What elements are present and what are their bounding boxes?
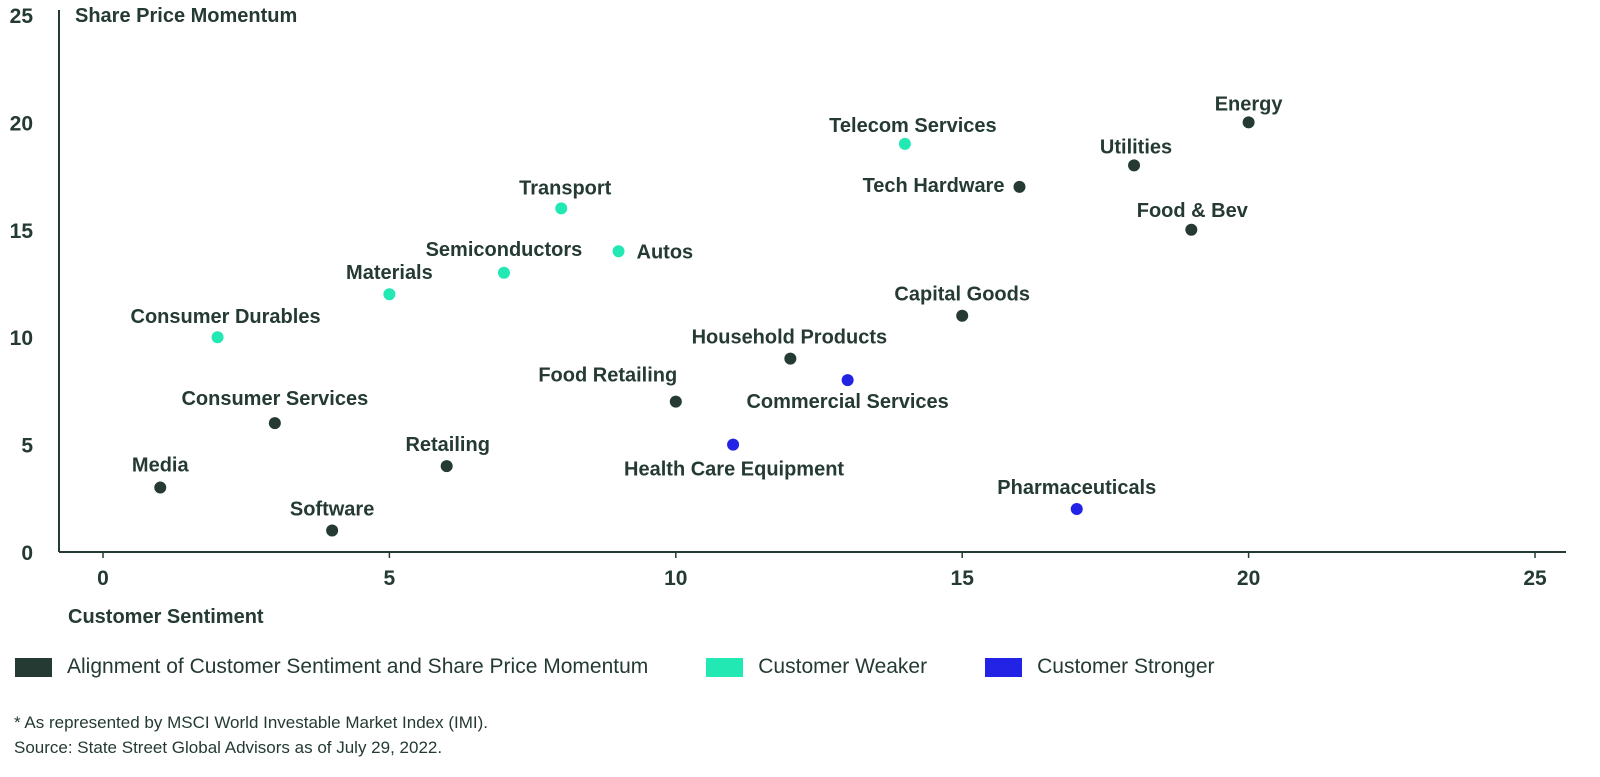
data-point xyxy=(268,417,281,430)
y-tick-label: 0 xyxy=(21,542,33,565)
scatter-chart: Share Price Momentum Customer Sentiment … xyxy=(10,5,1566,628)
point-materials: Materials xyxy=(346,262,433,301)
point-health-care-equipment: Health Care Equipment xyxy=(624,438,844,481)
x-tick-label: 0 xyxy=(97,567,109,590)
legend-swatch-alignment xyxy=(15,657,52,677)
legend-item-alignment: Alignment of Customer Sentiment and Shar… xyxy=(15,655,648,679)
data-point xyxy=(898,137,911,150)
footnote: * As represented by MSCI World Investabl… xyxy=(14,713,488,732)
point-semiconductors: Semiconductors xyxy=(426,239,583,279)
point-label: Autos xyxy=(637,241,694,263)
point-utilities: Utilities xyxy=(1100,136,1172,172)
y-tick-label: 10 xyxy=(10,327,33,350)
data-point xyxy=(440,460,453,473)
legend: Alignment of Customer Sentiment and Shar… xyxy=(15,655,1273,679)
x-tick-label: 15 xyxy=(951,567,975,590)
point-label: Energy xyxy=(1215,93,1284,115)
point-consumer-services: Consumer Services xyxy=(181,388,368,430)
point-label: Consumer Services xyxy=(181,388,368,410)
point-energy: Energy xyxy=(1215,93,1284,129)
x-axis-title: Customer Sentiment xyxy=(68,606,264,628)
point-autos: Autos xyxy=(612,241,694,263)
point-retailing: Retailing xyxy=(405,434,490,473)
data-point xyxy=(956,309,969,322)
point-household-products: Household Products xyxy=(692,327,888,365)
data-point xyxy=(1070,503,1083,516)
point-label: Health Care Equipment xyxy=(624,459,844,481)
legend-label: Alignment of Customer Sentiment and Shar… xyxy=(67,655,649,678)
legend-item-stronger: Customer Stronger xyxy=(985,655,1215,679)
data-point xyxy=(1185,223,1198,236)
data-point xyxy=(326,524,339,537)
data-point xyxy=(784,352,797,365)
point-telecom-services: Telecom Services xyxy=(829,115,997,150)
data-point xyxy=(841,374,854,387)
notes: * As represented by MSCI World Investabl… xyxy=(14,710,488,760)
point-consumer-durables: Consumer Durables xyxy=(131,306,321,344)
data-point xyxy=(497,266,510,279)
x-tick-label: 10 xyxy=(664,567,687,590)
point-label: Food & Bev xyxy=(1137,200,1249,222)
point-capital-goods: Capital Goods xyxy=(894,284,1030,322)
y-tick-label: 5 xyxy=(21,435,33,458)
point-label: Telecom Services xyxy=(829,115,997,137)
data-point xyxy=(1242,116,1255,129)
data-point xyxy=(555,202,568,215)
data-point xyxy=(727,438,740,451)
y-tick-label: 15 xyxy=(10,220,34,243)
point-label: Semiconductors xyxy=(426,239,583,261)
legend-swatch-stronger xyxy=(985,657,1023,677)
point-pharmaceuticals: Pharmaceuticals xyxy=(997,477,1156,516)
y-tick-label: 25 xyxy=(10,5,34,28)
point-media: Media xyxy=(132,455,190,494)
data-point xyxy=(211,331,224,344)
point-label: Pharmaceuticals xyxy=(997,477,1156,499)
point-label: Commercial Services xyxy=(746,391,948,413)
point-label: Household Products xyxy=(692,327,888,349)
y-tick-label: 20 xyxy=(10,112,33,135)
data-point xyxy=(612,245,625,258)
x-tick-label: 25 xyxy=(1523,567,1547,590)
legend-swatch-weaker xyxy=(706,657,744,677)
data-point xyxy=(154,481,167,494)
point-label: Media xyxy=(132,455,190,477)
point-tech-hardware: Tech Hardware xyxy=(863,175,1026,197)
y-axis-title: Share Price Momentum xyxy=(75,5,297,27)
data-point xyxy=(1128,159,1141,172)
point-label: Consumer Durables xyxy=(131,306,321,328)
point-label: Capital Goods xyxy=(894,284,1030,306)
point-label: Food Retailing xyxy=(538,365,677,387)
source-note: Source: State Street Global Advisors as … xyxy=(14,738,443,757)
point-software: Software xyxy=(290,499,374,537)
legend-item-weaker: Customer Weaker xyxy=(706,655,927,679)
x-tick-label: 5 xyxy=(384,567,396,590)
point-label: Materials xyxy=(346,262,433,284)
point-label: Tech Hardware xyxy=(863,175,1005,197)
point-label: Retailing xyxy=(405,434,489,456)
point-commercial-services: Commercial Services xyxy=(746,374,949,413)
data-point xyxy=(669,395,682,408)
data-point xyxy=(1013,180,1026,193)
point-label: Utilities xyxy=(1100,136,1172,158)
point-food-retailing: Food Retailing xyxy=(538,365,682,408)
data-point xyxy=(383,288,396,301)
legend-label: Customer Weaker xyxy=(758,655,928,678)
legend-label: Customer Stronger xyxy=(1037,655,1215,678)
point-label: Transport xyxy=(519,177,612,199)
point-label: Software xyxy=(290,499,374,521)
point-food-bev: Food & Bev xyxy=(1137,200,1249,236)
x-tick-label: 20 xyxy=(1237,567,1260,590)
point-transport: Transport xyxy=(519,177,612,215)
